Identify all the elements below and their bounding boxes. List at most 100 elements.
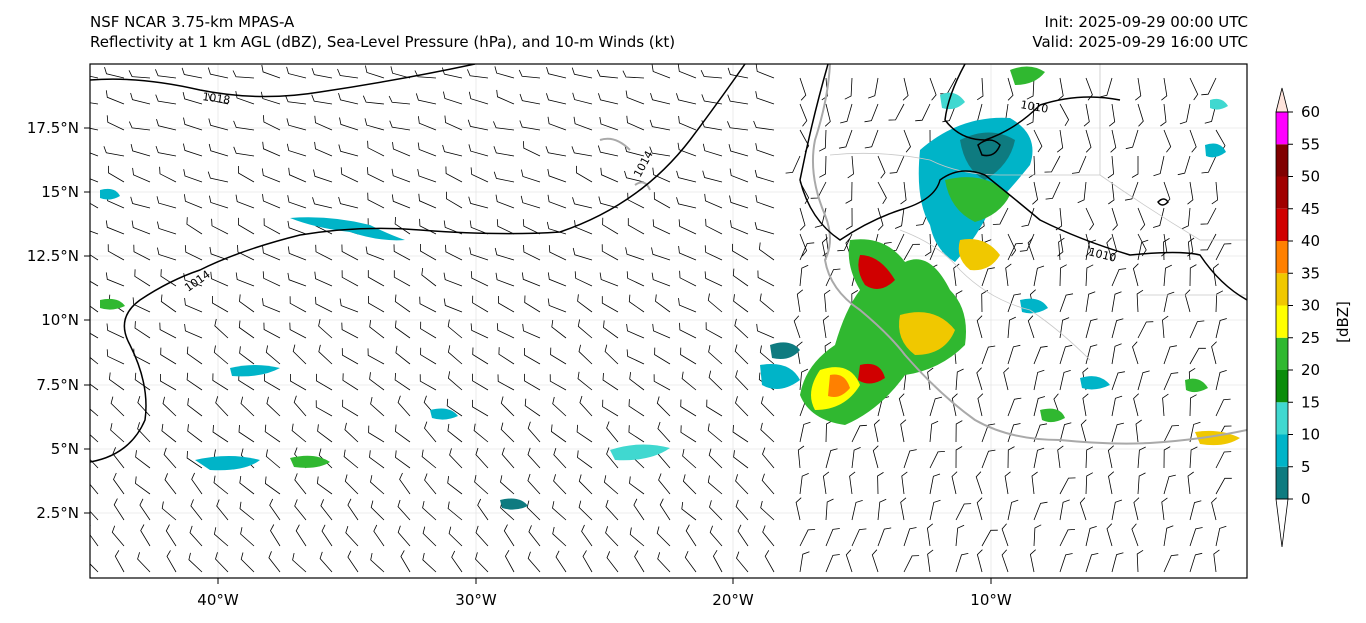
wind-barb <box>877 472 884 495</box>
wind-barb <box>655 294 671 313</box>
wind-barb <box>232 70 255 79</box>
wind-barb <box>90 510 99 521</box>
wind-barb <box>291 423 307 443</box>
wind-barb <box>104 66 125 79</box>
valid-time: Valid: 2025-09-29 16:00 UTC <box>1032 33 1248 51</box>
wind-barb <box>1211 341 1217 365</box>
refl-cell <box>940 92 965 110</box>
wind-barb <box>1085 77 1093 101</box>
wind-barb <box>551 319 567 339</box>
wind-barb <box>240 396 255 417</box>
wind-barb <box>727 94 749 105</box>
wind-barb <box>1163 129 1172 153</box>
wind-barb <box>395 450 411 469</box>
wind-barb <box>1059 264 1067 287</box>
wind-barb <box>1163 425 1180 443</box>
wind-barb <box>1007 446 1015 469</box>
wind-barb <box>212 424 229 443</box>
wind-barb <box>755 91 775 105</box>
wind-barb <box>1213 549 1220 573</box>
wind-barb <box>578 344 593 365</box>
wind-barb <box>903 449 917 469</box>
wind-barb <box>976 367 983 391</box>
wind-barb <box>90 434 99 443</box>
wind-barb <box>700 70 723 79</box>
wind-barb <box>292 344 307 365</box>
wind-barb <box>929 77 937 101</box>
colorbar-bin <box>1276 337 1288 370</box>
wind-barb <box>90 524 99 547</box>
wind-barb <box>900 497 907 521</box>
wind-barb <box>162 396 177 417</box>
wind-barb <box>418 116 437 131</box>
wind-barb <box>106 349 125 365</box>
wind-barb <box>704 271 723 287</box>
wind-barb <box>849 471 856 495</box>
wind-barb <box>976 549 983 573</box>
wind-barb <box>342 373 359 391</box>
wind-barb <box>211 218 229 235</box>
wind-barb <box>161 423 177 443</box>
wind-barb <box>528 525 541 547</box>
wind-barb <box>1082 393 1089 417</box>
colorbar-bin <box>1276 466 1288 499</box>
wind-barb <box>868 77 879 99</box>
wind-barb <box>420 347 437 365</box>
wind-barb <box>90 230 99 235</box>
wind-barb <box>318 319 333 339</box>
wind-barb <box>760 500 775 521</box>
wind-barb <box>851 424 867 443</box>
wind-barb <box>90 305 99 313</box>
wind-barb <box>757 270 775 287</box>
wind-barb <box>598 196 619 209</box>
wind-barb <box>321 524 333 547</box>
wind-barb <box>606 421 619 443</box>
wind-barb <box>135 476 151 495</box>
wind-barb <box>1033 396 1046 417</box>
wind-barb <box>137 395 151 417</box>
wind-barb <box>320 499 333 521</box>
wind-barb <box>708 448 723 469</box>
wind-barb <box>526 500 541 521</box>
wind-barb <box>730 220 749 235</box>
wind-barb <box>233 120 255 131</box>
colorbar-tick-label: 45 <box>1301 200 1320 218</box>
wind-barb <box>576 165 593 183</box>
wind-barb <box>112 447 125 469</box>
wind-barb <box>370 553 385 573</box>
wind-barb <box>1059 293 1074 313</box>
wind-barb <box>128 121 151 131</box>
wind-barb <box>522 219 541 235</box>
wind-barb <box>90 408 99 417</box>
wind-barb <box>367 192 385 209</box>
wind-barb <box>494 66 515 79</box>
wind-barb <box>1189 129 1197 153</box>
wind-barb <box>1019 233 1035 252</box>
wind-barb <box>1212 263 1219 287</box>
wind-barb <box>266 396 281 417</box>
wind-barb <box>573 116 593 131</box>
wind-barb <box>163 447 177 469</box>
wind-barb <box>316 476 333 495</box>
wind-barb <box>1111 343 1122 365</box>
wind-barb <box>981 345 996 365</box>
wind-barb <box>493 171 515 183</box>
wind-barb <box>1044 155 1061 173</box>
wind-barb <box>847 155 854 179</box>
wind-barb <box>733 450 749 469</box>
wind-barb <box>1004 471 1011 495</box>
wind-barb <box>337 68 359 79</box>
wind-barb <box>1137 446 1146 469</box>
wind-barb <box>901 471 908 495</box>
wind-barb <box>501 447 515 469</box>
wind-barb <box>942 103 957 123</box>
wind-barb <box>1033 524 1042 547</box>
wind-barb <box>523 141 541 157</box>
wind-barb <box>606 447 619 469</box>
wind-barb <box>159 373 177 391</box>
wind-barb <box>474 475 489 495</box>
wind-barb <box>90 356 99 365</box>
wind-barb <box>451 550 463 573</box>
wind-barb <box>796 341 803 365</box>
wind-barb <box>421 449 437 469</box>
